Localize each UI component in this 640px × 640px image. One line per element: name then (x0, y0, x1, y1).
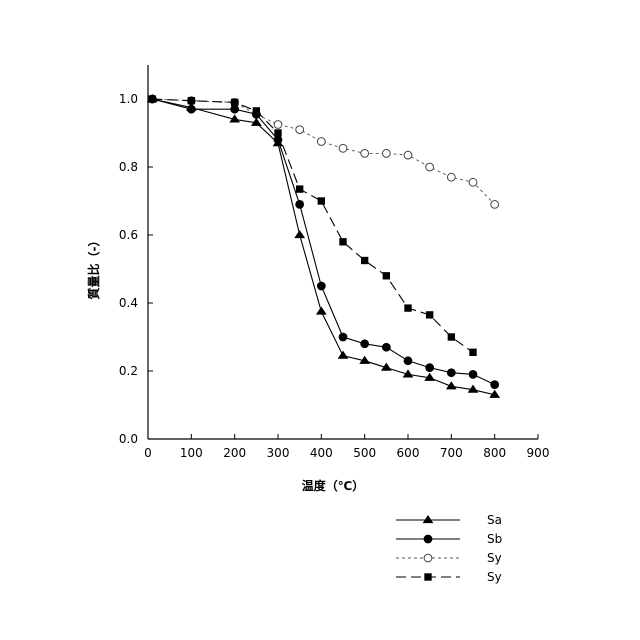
data-point (491, 201, 499, 209)
data-point (294, 230, 305, 238)
y-tick-label: 0.0 (119, 432, 138, 446)
x-tick-label: 100 (180, 446, 203, 460)
data-point (339, 333, 348, 342)
data-point (338, 351, 349, 359)
series-3 (149, 95, 477, 356)
y-tick-label: 0.4 (119, 296, 138, 310)
legend-marker (424, 573, 431, 580)
x-tick-label: 600 (397, 446, 420, 460)
x-tick-label: 400 (310, 446, 333, 460)
legend: Sa Sb Sy Sy (396, 513, 502, 584)
x-tick-label: 500 (353, 446, 376, 460)
data-point (361, 257, 368, 264)
data-point (296, 185, 303, 192)
legend-marker (424, 554, 432, 562)
series-layer (147, 94, 500, 398)
legend-marker (423, 515, 434, 523)
x-tick-label: 900 (527, 446, 550, 460)
legend-marker (424, 535, 433, 544)
y-tick-label: 0.6 (119, 228, 138, 242)
data-point (469, 370, 478, 379)
x-axis-label: 温度（℃） (302, 478, 365, 493)
x-tick-label: 800 (483, 446, 506, 460)
legend-label: Sa (487, 513, 502, 527)
data-point (382, 343, 391, 352)
legend-label: Sy (487, 551, 502, 565)
x-tick-label: 700 (440, 446, 463, 460)
data-point (404, 356, 413, 365)
data-point (447, 173, 455, 181)
data-point (383, 272, 390, 279)
x-tick-label: 0 (144, 446, 152, 460)
data-point (426, 163, 434, 171)
data-point (469, 349, 476, 356)
legend-entry: Sy (396, 570, 502, 584)
data-point (274, 121, 282, 129)
data-point (448, 333, 455, 340)
y-tick-label: 1.0 (119, 92, 138, 106)
data-point (490, 380, 499, 389)
data-point (296, 126, 304, 134)
data-point (339, 238, 346, 245)
data-point (252, 110, 261, 119)
axes: 0 100 200 300 400 500 600 700 800 900 0.0 0.2 0.4 0.6… (119, 65, 550, 460)
series-line (152, 99, 494, 204)
data-point (469, 178, 477, 186)
legend-label: Sy (487, 570, 502, 584)
data-point (339, 144, 347, 152)
data-point (447, 368, 456, 377)
data-point (295, 200, 304, 209)
data-point (426, 311, 433, 318)
data-point (318, 197, 325, 204)
legend-label: Sb (487, 532, 502, 546)
data-point (317, 138, 325, 146)
data-point (382, 150, 390, 158)
data-point (360, 339, 369, 348)
legend-entry: Sy (396, 551, 502, 565)
data-point (361, 150, 369, 158)
series-2 (148, 95, 498, 208)
legend-entry: Sa (396, 513, 502, 527)
data-point (316, 306, 327, 314)
y-tick-label: 0.8 (119, 160, 138, 174)
data-point (317, 282, 326, 291)
data-point (425, 363, 434, 372)
x-tick-label: 200 (223, 446, 246, 460)
y-axis-label: 質量比（-） (86, 235, 101, 300)
legend-entry: Sb (396, 532, 502, 546)
data-point (404, 304, 411, 311)
x-tick-label: 300 (267, 446, 290, 460)
data-point (230, 105, 239, 114)
data-point (404, 151, 412, 159)
y-tick-label: 0.2 (119, 364, 138, 378)
